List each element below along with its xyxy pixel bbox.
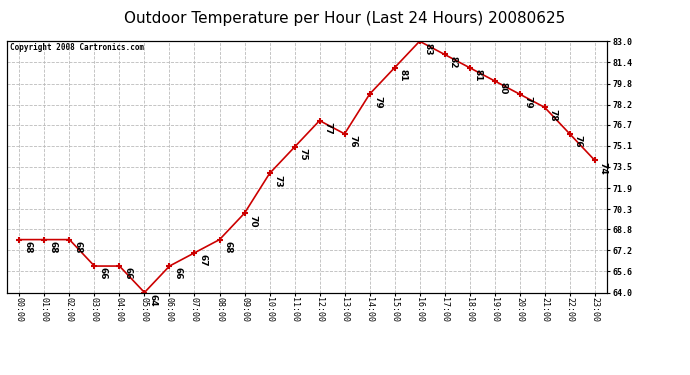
Text: 74: 74 — [599, 162, 608, 174]
Text: 68: 68 — [74, 241, 83, 254]
Text: 77: 77 — [324, 122, 333, 135]
Text: 68: 68 — [48, 241, 57, 254]
Text: 67: 67 — [199, 254, 208, 267]
Text: 68: 68 — [224, 241, 233, 254]
Text: 78: 78 — [549, 109, 558, 122]
Text: Copyright 2008 Cartronics.com: Copyright 2008 Cartronics.com — [10, 42, 144, 51]
Text: 66: 66 — [174, 267, 183, 280]
Text: 83: 83 — [424, 43, 433, 55]
Text: 66: 66 — [99, 267, 108, 280]
Text: 73: 73 — [274, 175, 283, 188]
Text: 68: 68 — [23, 241, 32, 254]
Text: 81: 81 — [399, 69, 408, 82]
Text: 70: 70 — [248, 214, 257, 227]
Text: 79: 79 — [524, 96, 533, 108]
Text: 75: 75 — [299, 148, 308, 161]
Text: 80: 80 — [499, 82, 508, 94]
Text: 66: 66 — [124, 267, 132, 280]
Text: 79: 79 — [374, 96, 383, 108]
Text: 64: 64 — [148, 294, 157, 306]
Text: Outdoor Temperature per Hour (Last 24 Hours) 20080625: Outdoor Temperature per Hour (Last 24 Ho… — [124, 11, 566, 26]
Text: 76: 76 — [348, 135, 357, 148]
Text: 76: 76 — [574, 135, 583, 148]
Text: 82: 82 — [448, 56, 457, 68]
Text: 81: 81 — [474, 69, 483, 82]
